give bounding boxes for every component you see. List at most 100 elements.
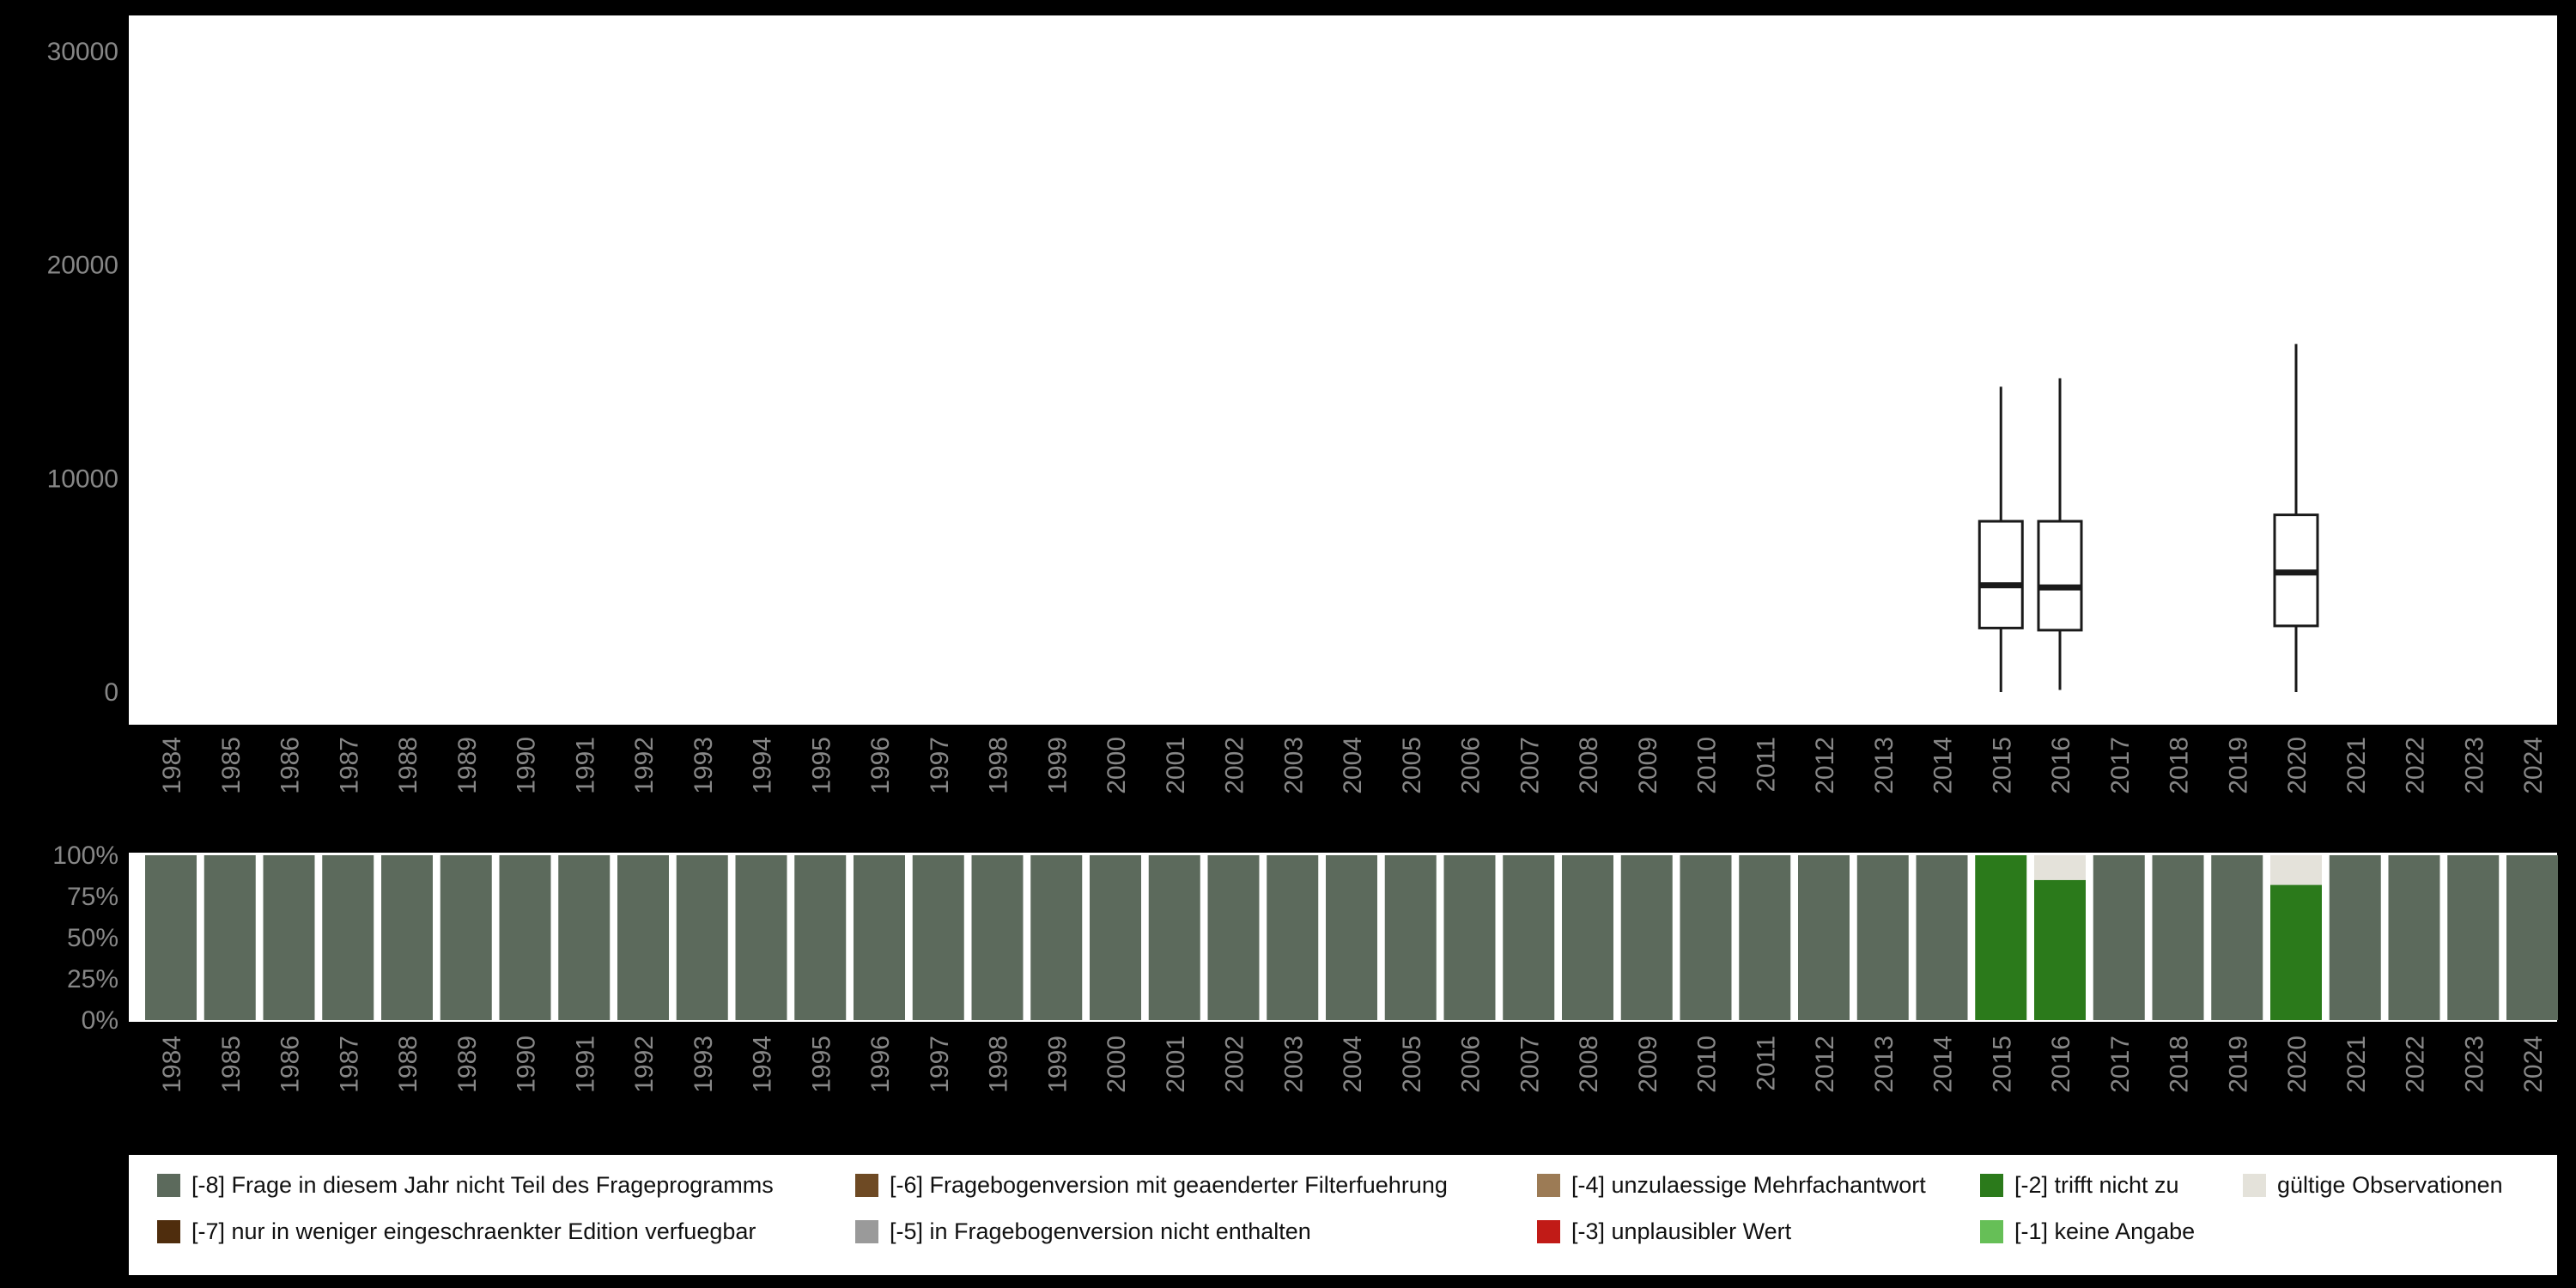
x-axis-year-label-distribution: 2007 [1516, 1036, 1544, 1093]
legend-label-m4: [-4] unzulaessige Mehrfachantwort [1571, 1171, 1926, 1198]
x-axis-year-label-distribution: 2020 [2283, 1036, 2312, 1093]
bar-segment-m8 [1562, 855, 1613, 1020]
stacked-bar-1988 [381, 855, 433, 1020]
x-axis-year-label-boxplot: 1985 [217, 737, 246, 794]
x-axis-year-label-boxplot: 2000 [1103, 737, 1131, 794]
bar-segment-m8 [617, 855, 669, 1020]
stacked-bar-2024 [2506, 855, 2558, 1020]
bar-segment-valid [2034, 855, 2086, 880]
x-axis-year-label-boxplot: 2008 [1575, 737, 1603, 794]
stacked-bar-1995 [794, 855, 847, 1020]
x-axis-year-label-boxplot: 2001 [1162, 737, 1190, 794]
stacked-bar-2003 [1267, 855, 1319, 1020]
stacked-bar-1989 [440, 855, 492, 1020]
x-axis-year-label-distribution: 2017 [2106, 1036, 2135, 1093]
x-axis-year-label-boxplot: 2019 [2224, 737, 2252, 794]
stacked-bar-2008 [1562, 855, 1613, 1020]
x-axis-year-label-boxplot: 1991 [571, 737, 599, 794]
bar-segment-m8 [1680, 855, 1732, 1020]
stacked-bar-2001 [1148, 855, 1200, 1020]
bar-segment-m2 [2270, 884, 2322, 1020]
x-axis-year-label-boxplot: 1999 [1043, 737, 1072, 794]
x-axis-year-label-boxplot: 1993 [690, 737, 718, 794]
x-axis-year-label-distribution: 2006 [1457, 1036, 1485, 1093]
bar-segment-valid [2270, 855, 2322, 885]
legend-swatch-m5 [855, 1219, 878, 1243]
x-axis-year-label-boxplot: 2017 [2106, 737, 2135, 794]
bar-segment-m8 [854, 855, 905, 1020]
stacked-bar-1994 [735, 855, 787, 1020]
x-axis-year-label-distribution: 2015 [1988, 1036, 2016, 1093]
stacked-bar-1998 [971, 855, 1024, 1020]
stacked-bar-1985 [204, 855, 256, 1020]
stacked-bar-2022 [2388, 855, 2440, 1020]
legend-swatch-m4 [1537, 1173, 1560, 1197]
bar-segment-m8 [558, 855, 611, 1020]
bar-segment-m8 [735, 855, 787, 1020]
x-axis-year-label-distribution: 2004 [1339, 1036, 1367, 1093]
x-axis-year-label-boxplot: 2012 [1811, 737, 1839, 794]
x-axis-year-label-distribution: 1993 [690, 1036, 718, 1093]
x-axis-year-label-boxplot: 2020 [2283, 737, 2312, 794]
x-axis-year-label-boxplot: 2015 [1988, 737, 2016, 794]
bar-segment-m8 [1384, 855, 1437, 1020]
legend-item-m6: [-6] Fragebogenversion mit geaenderter F… [855, 1170, 1448, 1200]
legend-label-m8: [-8] Frage in diesem Jahr nicht Teil des… [191, 1171, 774, 1198]
x-axis-year-label-distribution: 2000 [1103, 1036, 1131, 1093]
x-axis-year-label-distribution: 2012 [1811, 1036, 1839, 1093]
legend-item-m4: [-4] unzulaessige Mehrfachantwort [1537, 1170, 1926, 1200]
x-axis-year-label-distribution: 2018 [2166, 1036, 2194, 1093]
bar-segment-m8 [499, 855, 551, 1020]
bar-segment-m8 [1443, 855, 1496, 1020]
bar-segment-m8 [2152, 855, 2204, 1020]
x-axis-year-label-distribution: 1996 [866, 1036, 895, 1093]
x-axis-year-label-boxplot: 1990 [513, 737, 541, 794]
legend-swatch-m6 [855, 1173, 878, 1197]
bar-segment-m8 [263, 855, 315, 1020]
legend-item-m1: [-1] keine Angabe [1980, 1217, 2195, 1246]
legend-item-valid: gültige Observationen [2243, 1170, 2503, 1200]
legend-item-m2: [-2] trifft nicht zu [1980, 1170, 2179, 1200]
x-axis-year-label-boxplot: 2006 [1457, 737, 1485, 794]
pct-axis-tick-label: 50% [67, 924, 118, 952]
stacked-bar-2012 [1798, 855, 1850, 1020]
x-axis-year-label-boxplot: 2023 [2460, 737, 2488, 794]
stacked-bar-2005 [1384, 855, 1437, 1020]
x-axis-year-label-distribution: 1991 [571, 1036, 599, 1093]
bar-segment-m8 [1739, 855, 1791, 1020]
x-axis-year-label-boxplot: 1988 [394, 737, 422, 794]
y-axis-tick-label: 30000 [47, 38, 118, 66]
bar-segment-m8 [2506, 855, 2558, 1020]
bar-segment-m8 [440, 855, 492, 1020]
bar-segment-m8 [145, 855, 197, 1020]
x-axis-year-label-distribution: 1998 [985, 1036, 1013, 1093]
boxplot-plot-area [129, 15, 2557, 725]
stacked-bar-1987 [322, 855, 374, 1020]
legend-item-m5: [-5] in Fragebogenversion nicht enthalte… [855, 1217, 1311, 1246]
legend: [-8] Frage in diesem Jahr nicht Teil des… [129, 1155, 2557, 1275]
x-axis-year-label-distribution: 1988 [394, 1036, 422, 1093]
x-axis-year-label-boxplot: 2024 [2519, 737, 2548, 794]
legend-item-m7: [-7] nur in weniger eingeschraenkter Edi… [157, 1217, 756, 1246]
x-axis-year-label-distribution: 2024 [2519, 1036, 2548, 1093]
x-axis-year-label-boxplot: 1997 [926, 737, 954, 794]
bar-segment-m8 [794, 855, 847, 1020]
x-axis-year-label-distribution: 1999 [1043, 1036, 1072, 1093]
legend-swatch-m1 [1980, 1219, 2003, 1243]
legend-swatch-m8 [157, 1173, 180, 1197]
x-axis-year-label-distribution: 2021 [2342, 1036, 2371, 1093]
y-axis-tick-label: 0 [104, 678, 118, 707]
stacked-bar-1990 [499, 855, 551, 1020]
bar-segment-m8 [1207, 855, 1260, 1020]
boxplot-2015 [1978, 386, 2024, 692]
stacked-bar-2004 [1326, 855, 1377, 1020]
bar-segment-m8 [2093, 855, 2145, 1020]
pct-axis-tick-label: 100% [52, 841, 118, 870]
stacked-bar-1999 [1030, 855, 1083, 1020]
x-axis-year-label-distribution: 2008 [1575, 1036, 1603, 1093]
bar-segment-m8 [204, 855, 256, 1020]
x-axis-year-label-boxplot: 2009 [1634, 737, 1662, 794]
legend-label-m6: [-6] Fragebogenversion mit geaenderter F… [890, 1171, 1448, 1198]
iqr-box [2037, 519, 2083, 632]
